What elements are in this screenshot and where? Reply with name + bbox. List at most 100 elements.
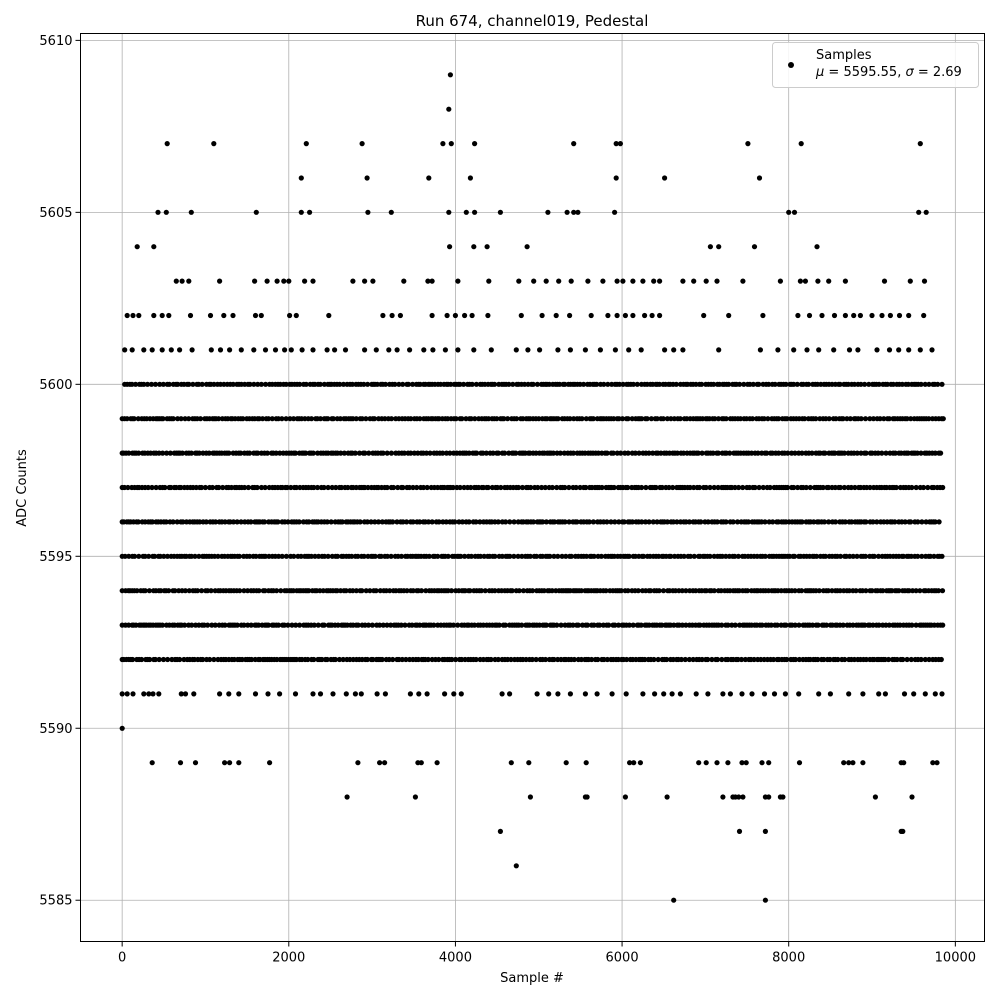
data-point <box>207 656 213 663</box>
data-point <box>792 656 799 663</box>
legend-label: Samples <box>816 48 872 63</box>
data-point <box>549 588 555 594</box>
data-point <box>486 278 492 284</box>
data-point <box>661 691 667 697</box>
data-point <box>926 656 932 663</box>
data-point <box>542 656 549 663</box>
data-point <box>605 312 611 319</box>
data-point <box>620 381 626 387</box>
x-tick-label: 0 <box>118 951 126 966</box>
data-point <box>374 381 380 387</box>
data-point <box>554 622 560 628</box>
data-point <box>563 760 569 766</box>
data-point <box>375 519 382 525</box>
data-point <box>913 622 919 628</box>
data-point <box>263 381 269 387</box>
data-point <box>791 209 798 215</box>
data-point <box>342 347 349 353</box>
data-point <box>584 622 591 628</box>
legend-box <box>772 42 979 88</box>
data-point <box>841 484 848 491</box>
data-point <box>444 312 450 319</box>
data-point <box>362 347 368 353</box>
data-point <box>526 760 532 766</box>
data-point <box>509 588 515 594</box>
data-point <box>756 175 763 181</box>
data-point <box>200 656 206 663</box>
data-point <box>471 244 477 250</box>
data-point <box>707 244 714 250</box>
data-point <box>543 622 550 628</box>
data-point <box>815 656 821 663</box>
data-point <box>908 656 914 663</box>
data-point <box>854 553 860 559</box>
data-point <box>662 175 668 181</box>
data-point <box>306 519 312 525</box>
data-point <box>364 175 370 181</box>
data-point <box>495 519 501 525</box>
data-point <box>571 141 577 147</box>
data-point <box>352 450 358 456</box>
data-point <box>662 347 668 353</box>
data-point <box>423 588 429 594</box>
data-point <box>846 588 852 594</box>
data-point <box>503 519 509 525</box>
data-point <box>826 278 832 284</box>
data-point <box>739 691 745 697</box>
data-point <box>639 416 645 422</box>
data-point <box>462 312 468 319</box>
data-point <box>703 278 709 284</box>
data-point <box>707 553 713 559</box>
data-point <box>875 450 881 456</box>
data-point <box>850 553 856 559</box>
data-point <box>744 588 751 594</box>
data-point <box>696 760 702 766</box>
data-point <box>866 381 872 387</box>
data-point <box>892 450 898 456</box>
data-point <box>909 484 915 491</box>
data-point <box>784 416 790 422</box>
data-point <box>279 553 285 559</box>
data-point <box>355 622 361 628</box>
data-point <box>935 381 941 387</box>
data-point <box>418 760 424 766</box>
data-point <box>134 244 140 250</box>
data-point <box>680 347 686 353</box>
data-point <box>230 381 236 387</box>
data-point <box>177 347 183 353</box>
data-point <box>656 381 663 387</box>
data-point <box>384 553 390 559</box>
data-point <box>823 622 830 628</box>
data-point <box>189 622 195 628</box>
data-point <box>557 450 564 456</box>
data-point <box>822 553 829 559</box>
y-tick-label: 5585 <box>39 894 72 909</box>
data-point <box>826 416 832 422</box>
data-point <box>488 656 494 663</box>
data-point <box>814 553 820 559</box>
data-point <box>507 553 513 559</box>
data-point <box>329 484 335 491</box>
data-point <box>499 553 505 559</box>
data-point <box>798 141 804 147</box>
data-point <box>466 450 472 456</box>
data-point <box>799 450 805 456</box>
data-point <box>251 381 257 387</box>
data-point <box>740 484 746 491</box>
data-point <box>196 450 202 456</box>
data-point <box>612 622 618 628</box>
data-point <box>380 622 386 628</box>
data-point <box>598 553 605 559</box>
data-point <box>129 381 135 387</box>
data-point <box>382 691 388 697</box>
data-point <box>723 416 729 422</box>
data-point <box>624 656 630 663</box>
data-point <box>547 553 553 559</box>
data-point <box>575 622 581 628</box>
data-point <box>820 484 826 491</box>
data-point <box>668 553 674 559</box>
data-point <box>135 519 141 525</box>
data-point <box>221 312 227 319</box>
data-point <box>511 553 517 559</box>
data-point <box>325 553 331 559</box>
